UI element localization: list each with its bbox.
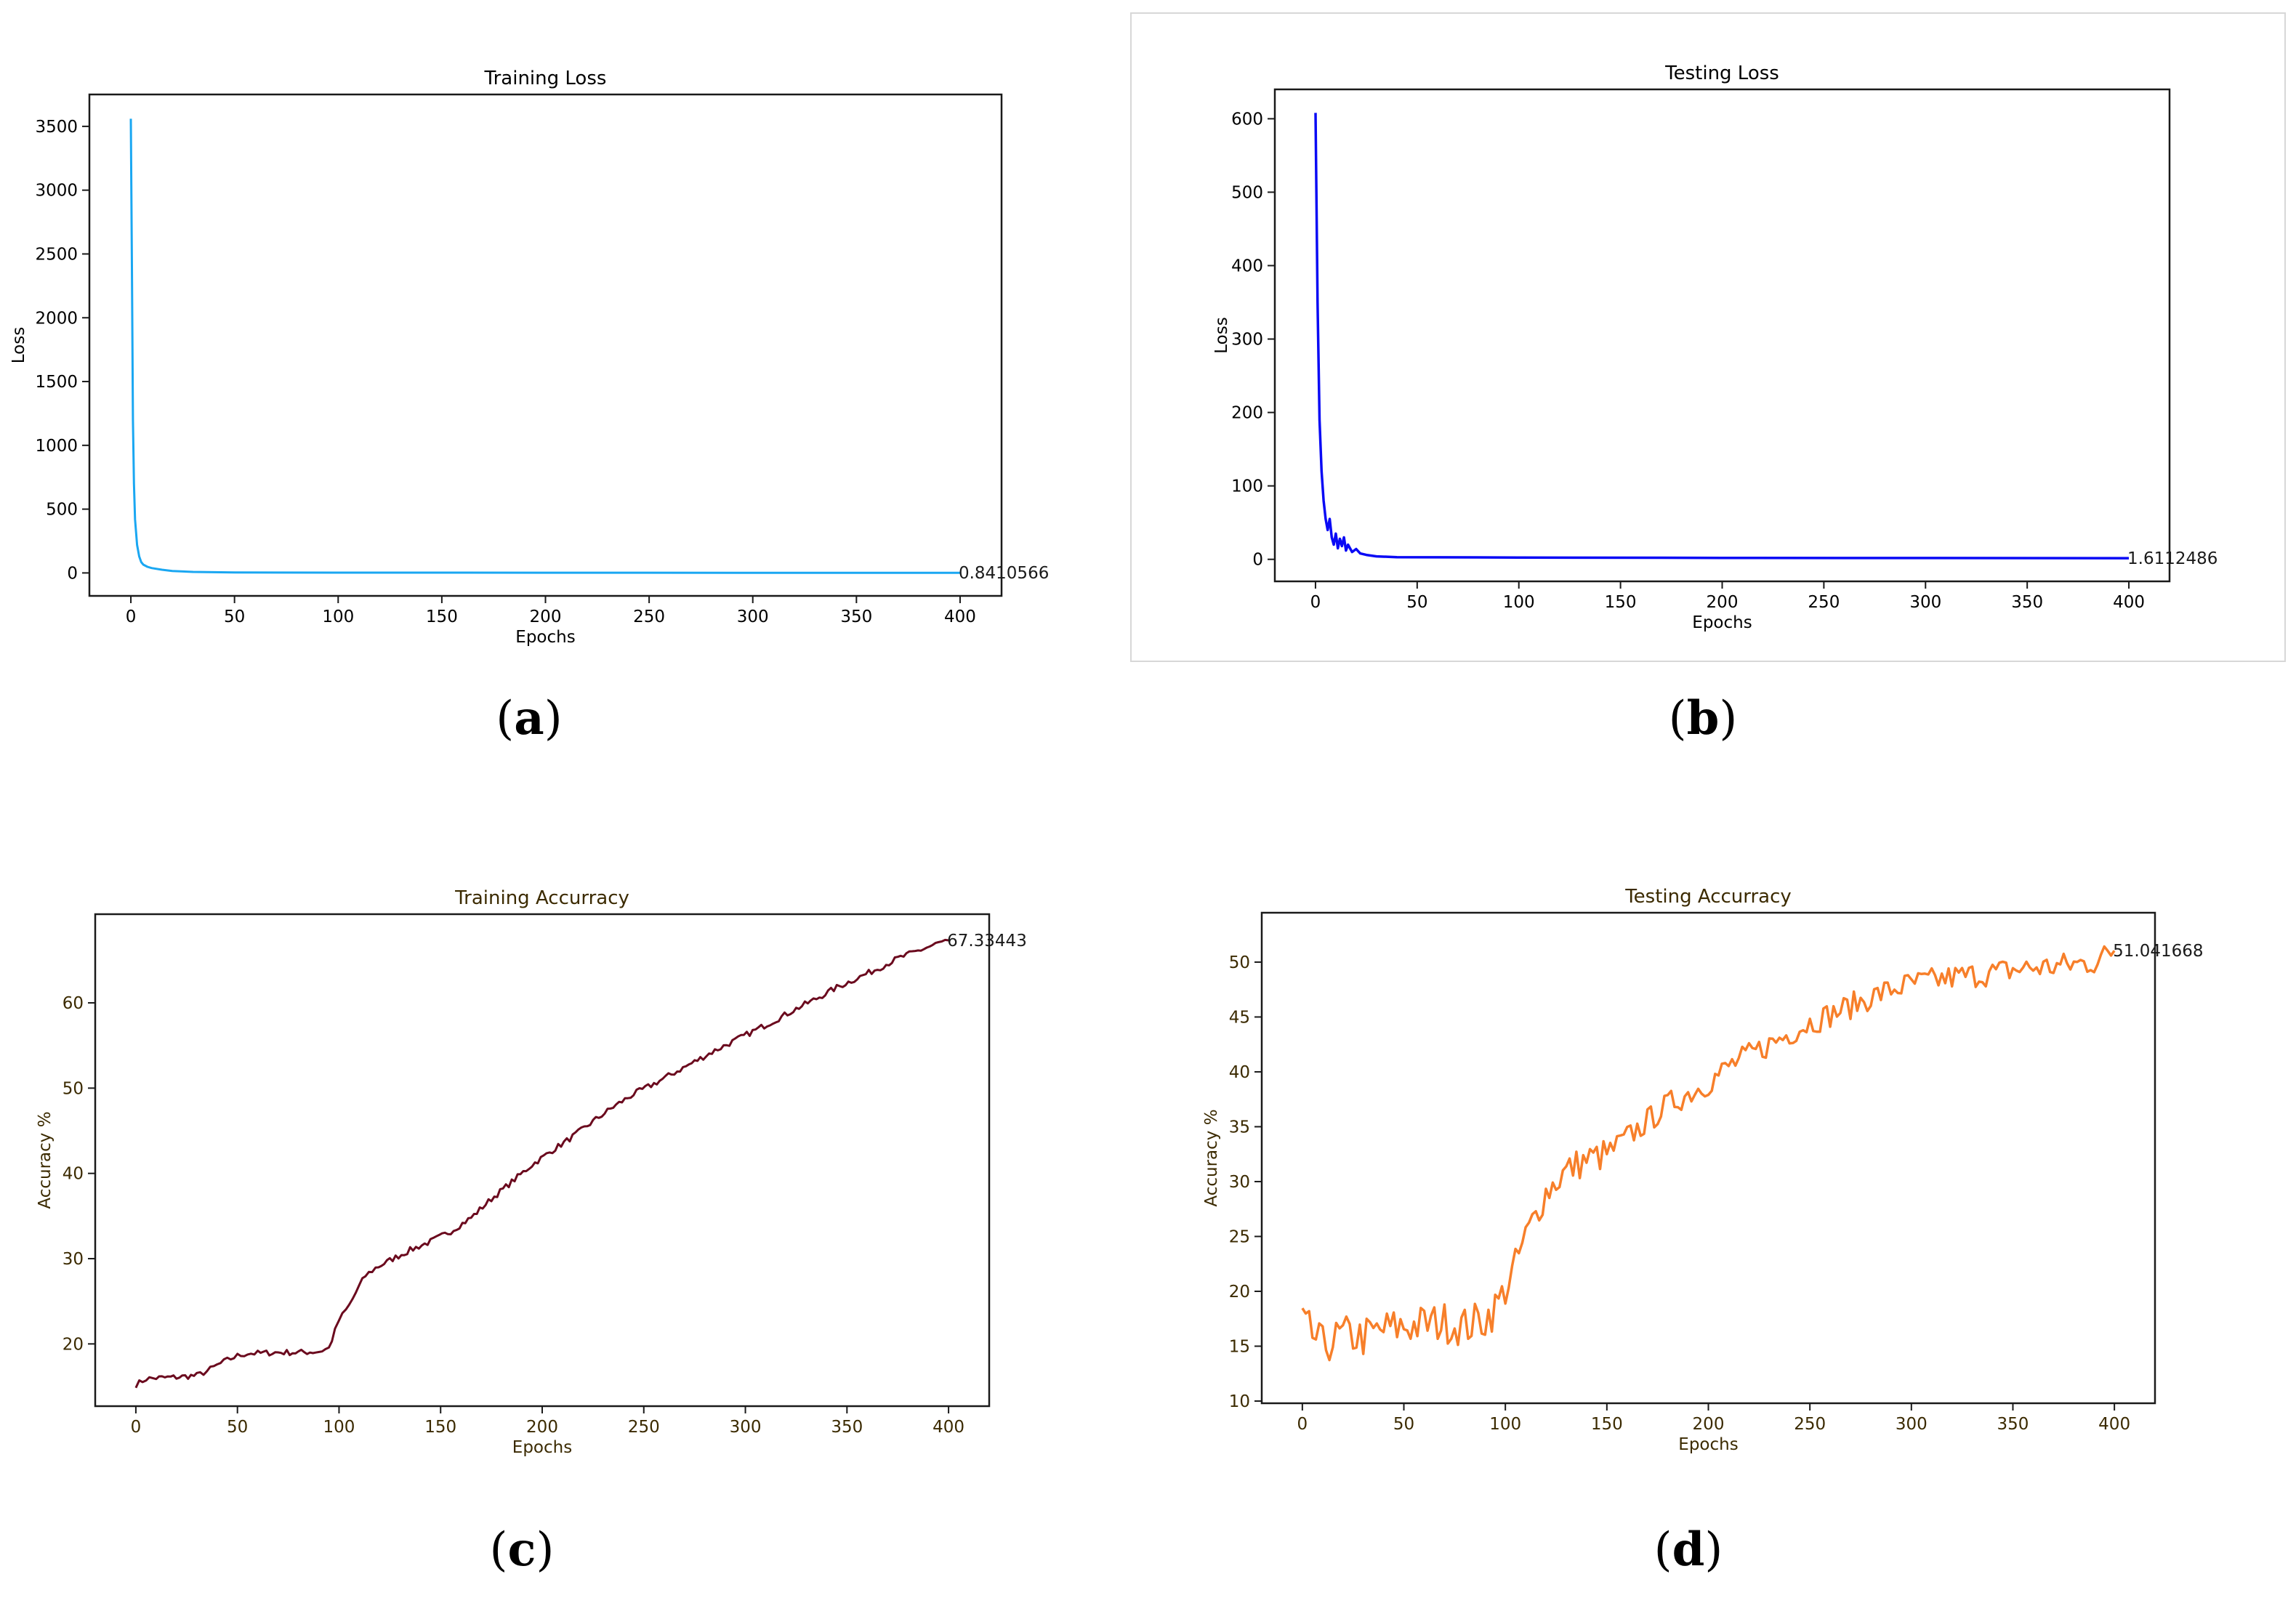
x-tick-label: 250 — [628, 1418, 660, 1437]
x-tick-label: 150 — [1605, 593, 1637, 612]
y-tick-label: 1000 — [35, 437, 78, 456]
x-tick-label: 300 — [1909, 593, 1941, 612]
x-tick-label: 150 — [1591, 1415, 1623, 1434]
x-tick-label: 150 — [426, 608, 458, 626]
x-tick-label: 50 — [224, 608, 245, 626]
chart-title: Testing Accurracy — [1624, 886, 1792, 908]
panel-b-frame — [1130, 12, 2286, 662]
x-tick-label: 400 — [944, 608, 976, 626]
y-tick-label: 30 — [63, 1250, 84, 1269]
y-tick-label: 60 — [63, 994, 84, 1013]
panel-caption: (b) — [1669, 691, 1738, 746]
x-tick-label: 150 — [424, 1418, 456, 1437]
x-tick-label: 100 — [1489, 1415, 1521, 1434]
y-tick-label: 30 — [1229, 1173, 1250, 1192]
series-line — [134, 938, 949, 1389]
plot-area-frame — [88, 93, 1003, 597]
x-tick-label: 200 — [530, 608, 562, 626]
y-tick-label: 200 — [1231, 404, 1263, 423]
plot-area-frame — [94, 913, 991, 1408]
x-tick-label: 0 — [1297, 1415, 1308, 1434]
end-value-annotation: 0.8410566 — [959, 564, 1049, 583]
series-line — [129, 118, 960, 574]
x-tick-label: 300 — [1896, 1415, 1928, 1434]
chart-c: Training Accurracy 0 50 100 150 200 250 300 350 4… — [36, 887, 1027, 1577]
panel-caption: (d) — [1654, 1522, 1723, 1577]
chart-a: Training Loss 0 50 100 150 200 250 300 350 400 0 50… — [9, 68, 1049, 746]
x-tick-label: 50 — [1393, 1415, 1414, 1434]
x-tick-label: 100 — [323, 1418, 355, 1437]
y-tick-label: 35 — [1229, 1118, 1250, 1137]
x-tick-label: 200 — [1707, 593, 1739, 612]
x-tick-label: 300 — [730, 1418, 762, 1437]
x-tick-label: 350 — [831, 1418, 863, 1437]
x-axis-label: Epochs — [1678, 1435, 1738, 1454]
x-axis-label: Epochs — [1692, 613, 1752, 632]
y-tick-label: 0 — [1252, 551, 1263, 570]
panel-caption: (c) — [490, 1522, 555, 1577]
end-value-annotation: 1.6112486 — [2127, 549, 2218, 568]
y-axis-label: Loss — [9, 327, 28, 363]
x-tick-label: 250 — [633, 608, 665, 626]
y-tick-label: 3500 — [35, 118, 78, 137]
y-tick-label: 300 — [1231, 331, 1263, 350]
x-tick-label: 400 — [933, 1418, 964, 1437]
y-tick-label: 2500 — [35, 245, 78, 264]
y-tick-label: 0 — [67, 564, 78, 583]
x-tick-label: 400 — [2098, 1415, 2130, 1434]
x-axis-label: Epochs — [515, 628, 575, 647]
x-tick-label: 0 — [126, 608, 137, 626]
y-tick-label: 20 — [63, 1335, 84, 1354]
chart-title: Training Accurracy — [454, 887, 629, 909]
panel-caption: (a) — [496, 691, 562, 746]
y-tick-label: 2000 — [35, 309, 78, 328]
y-tick-label: 20 — [1229, 1283, 1250, 1302]
y-tick-label: 3000 — [35, 182, 78, 201]
y-tick-label: 1500 — [35, 373, 78, 392]
y-tick-label: 45 — [1229, 1008, 1250, 1027]
y-tick-label: 40 — [63, 1165, 84, 1184]
y-tick-label: 100 — [1231, 477, 1263, 496]
chart-title: Testing Loss — [1664, 62, 1779, 84]
y-tick-label: 500 — [1231, 183, 1263, 202]
end-value-annotation: 51.041668 — [2113, 942, 2203, 961]
series-line — [1301, 945, 2116, 1362]
y-tick-label: 50 — [63, 1079, 84, 1098]
x-tick-label: 250 — [1808, 593, 1840, 612]
y-tick-label: 25 — [1229, 1227, 1250, 1246]
x-tick-label: 350 — [1997, 1415, 2029, 1434]
y-axis-label: Accuracy % — [36, 1111, 55, 1208]
x-tick-label: 50 — [1406, 593, 1427, 612]
x-tick-label: 300 — [737, 608, 769, 626]
y-axis-label: Accuracy % — [1202, 1109, 1221, 1206]
end-value-annotation: 67.33443 — [947, 932, 1027, 951]
y-axis-label: Loss — [1212, 317, 1231, 353]
chart-title: Training Loss — [484, 68, 607, 89]
x-tick-label: 350 — [840, 608, 872, 626]
x-tick-label: 350 — [2011, 593, 2043, 612]
x-tick-label: 100 — [1503, 593, 1535, 612]
y-tick-label: 40 — [1229, 1063, 1250, 1082]
x-tick-label: 0 — [131, 1418, 142, 1437]
y-tick-label: 15 — [1229, 1337, 1250, 1356]
x-tick-label: 50 — [227, 1418, 248, 1437]
chart-b: Testing Loss 0 50 100 150 200 250 300 350 400 0 100… — [1212, 62, 2218, 746]
y-tick-label: 600 — [1231, 110, 1263, 129]
x-tick-label: 200 — [1693, 1415, 1725, 1434]
x-tick-label: 250 — [1794, 1415, 1826, 1434]
x-tick-label: 0 — [1310, 593, 1321, 612]
x-tick-label: 400 — [2113, 593, 2145, 612]
chart-d: Testing Accurracy 0 50 100 150 200 250 300 350 40… — [1202, 886, 2204, 1577]
y-tick-label: 400 — [1231, 257, 1263, 276]
y-tick-label: 50 — [1229, 953, 1250, 972]
x-axis-label: Epochs — [512, 1438, 572, 1457]
series-line — [1314, 113, 2130, 560]
y-tick-label: 500 — [46, 501, 78, 520]
x-tick-label: 100 — [322, 608, 354, 626]
y-tick-label: 10 — [1229, 1392, 1250, 1411]
x-tick-label: 200 — [526, 1418, 558, 1437]
